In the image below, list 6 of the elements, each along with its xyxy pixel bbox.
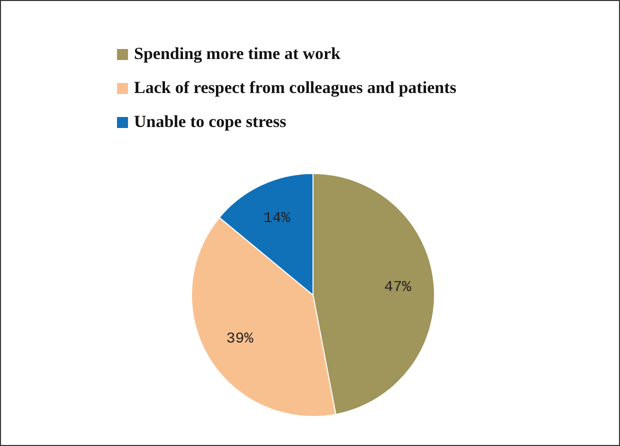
data-label: 47% (384, 278, 412, 296)
legend-label: Lack of respect from colleagues and patients (134, 78, 456, 98)
data-label: 14% (263, 210, 292, 228)
legend-label: Unable to cope stress (134, 112, 286, 132)
data-label: 39% (226, 330, 254, 348)
legend-label: Spending more time at work (134, 44, 341, 64)
